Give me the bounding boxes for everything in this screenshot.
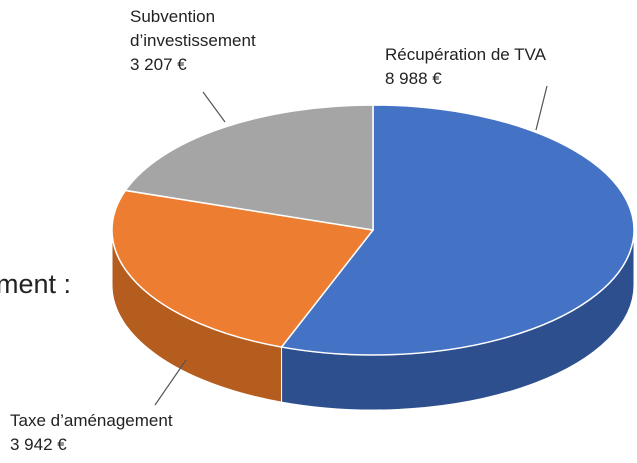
cut-off-text: ment : <box>0 269 71 299</box>
leader-line <box>535 85 548 131</box>
pie-slice <box>111 189 375 348</box>
slice-label: Subvention d’investissement <box>130 7 256 50</box>
leader-line <box>154 359 187 406</box>
slice-label: Taxe d’aménagement <box>10 411 173 430</box>
slice-value: 3 942 € <box>10 435 67 454</box>
slice-value: 3 207 € <box>130 55 187 74</box>
slice-value: 8 988 € <box>385 69 442 88</box>
pie-slice <box>124 104 374 231</box>
slice-label: Récupération de TVA <box>385 45 547 64</box>
pie-slice <box>280 104 635 356</box>
leader-line <box>202 91 226 123</box>
